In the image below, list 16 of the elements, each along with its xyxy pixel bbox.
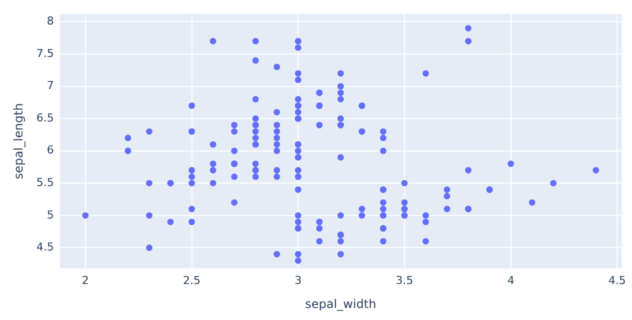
x-tick-label: 2.5 <box>183 274 201 287</box>
x-tick-label: 4.5 <box>608 274 626 287</box>
y-tick-label: 6.5 <box>36 111 54 124</box>
x-axis-title: sepal_width <box>305 296 376 311</box>
x-tick-label: 3.5 <box>396 274 414 287</box>
x-tick-label: 2 <box>82 274 89 287</box>
y-tick-label: 7 <box>46 79 54 92</box>
y-tick-label: 4.5 <box>36 240 54 254</box>
y-tick-label: 5.5 <box>36 176 54 190</box>
x-tick-label: 3 <box>294 274 302 287</box>
y-tick-label: 7.5 <box>36 46 54 60</box>
y-tick-label: 6 <box>46 144 54 157</box>
y-tick-label: 8 <box>46 14 54 28</box>
y-axis-title: sepal_length <box>11 103 26 180</box>
x-tick-label: 4 <box>507 274 514 287</box>
y-tick-label: 5 <box>46 208 54 222</box>
